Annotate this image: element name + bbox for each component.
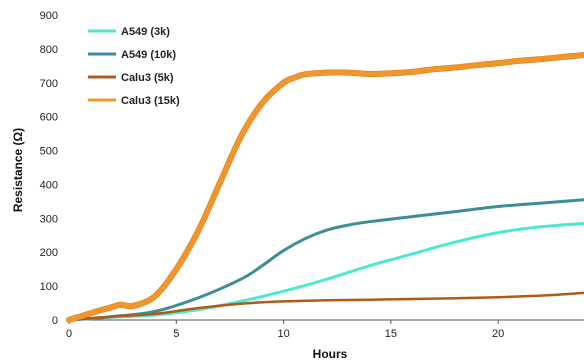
series-line-calu3-5k <box>67 291 584 322</box>
series-line-calu3-15k <box>66 52 584 323</box>
x-tick-label: 0 <box>66 328 72 340</box>
series-line-a549-10k <box>67 198 584 322</box>
x-tick-label: 15 <box>385 328 397 340</box>
legend: A549 (3k) A549 (10k) Calu3 (5k) Calu3 (15k) <box>88 26 180 107</box>
y-tick-label: 600 <box>40 112 58 124</box>
legend-label: Calu3 (5k) <box>121 72 174 84</box>
series-layer <box>66 52 584 323</box>
y-tick-label: 500 <box>40 146 58 158</box>
y-tick-label: 300 <box>40 213 58 225</box>
x-axis-title: Hours <box>313 347 348 361</box>
legend-label: A549 (3k) <box>121 26 170 38</box>
y-tick-label: 800 <box>40 44 58 56</box>
x-tick-label: 20 <box>492 328 504 340</box>
axes <box>68 319 584 324</box>
legend-label: Calu3 (15k) <box>121 95 180 107</box>
series-line-a549-3k <box>67 221 584 322</box>
y-tick-label: 700 <box>40 78 58 90</box>
y-axis-title: Resistance (Ω) <box>11 128 25 212</box>
y-tick-label: 200 <box>40 247 58 259</box>
legend-label: A549 (10k) <box>121 49 176 61</box>
x-tick-label: 10 <box>277 328 289 340</box>
y-tick-label: 900 <box>40 10 58 22</box>
y-tick-label: 0 <box>52 315 58 327</box>
y-tick-label: 400 <box>40 179 58 191</box>
tick-labels: 0 100 200 300 400 500 600 700 800 900 0 5 10 15 20 <box>40 10 505 340</box>
x-tick-label: 5 <box>173 328 179 340</box>
y-tick-label: 100 <box>40 281 58 293</box>
